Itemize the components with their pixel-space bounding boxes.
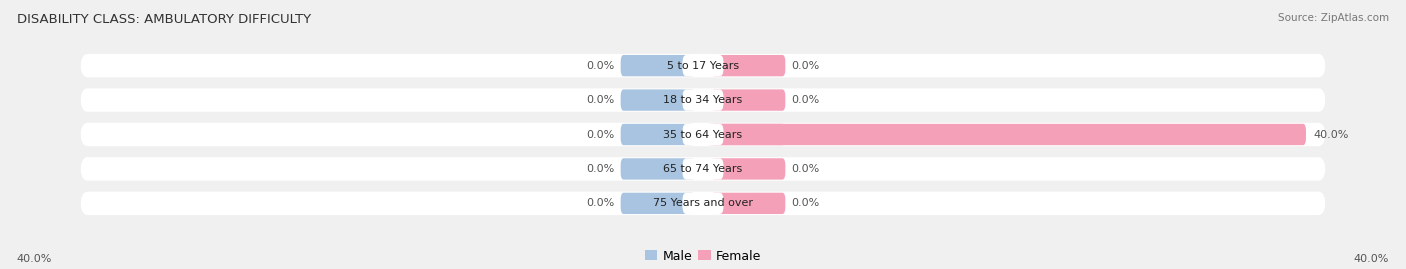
FancyBboxPatch shape <box>682 55 724 76</box>
FancyBboxPatch shape <box>620 55 695 76</box>
FancyBboxPatch shape <box>707 124 1306 145</box>
FancyBboxPatch shape <box>620 124 695 145</box>
FancyBboxPatch shape <box>80 54 1326 77</box>
Text: 0.0%: 0.0% <box>792 95 820 105</box>
Text: 35 to 64 Years: 35 to 64 Years <box>664 129 742 140</box>
Text: 0.0%: 0.0% <box>792 164 820 174</box>
FancyBboxPatch shape <box>711 124 786 145</box>
FancyBboxPatch shape <box>711 193 786 214</box>
Legend: Male, Female: Male, Female <box>645 250 761 263</box>
FancyBboxPatch shape <box>80 123 1326 146</box>
Text: 0.0%: 0.0% <box>586 198 614 208</box>
FancyBboxPatch shape <box>682 193 724 214</box>
Text: 75 Years and over: 75 Years and over <box>652 198 754 208</box>
Text: 0.0%: 0.0% <box>586 61 614 71</box>
FancyBboxPatch shape <box>682 124 724 145</box>
Text: 18 to 34 Years: 18 to 34 Years <box>664 95 742 105</box>
FancyBboxPatch shape <box>80 157 1326 181</box>
Text: 0.0%: 0.0% <box>792 61 820 71</box>
FancyBboxPatch shape <box>80 192 1326 215</box>
FancyBboxPatch shape <box>711 158 786 180</box>
FancyBboxPatch shape <box>682 158 724 180</box>
FancyBboxPatch shape <box>711 89 786 111</box>
Text: DISABILITY CLASS: AMBULATORY DIFFICULTY: DISABILITY CLASS: AMBULATORY DIFFICULTY <box>17 13 311 26</box>
Text: 0.0%: 0.0% <box>792 198 820 208</box>
Text: 0.0%: 0.0% <box>586 164 614 174</box>
Text: 40.0%: 40.0% <box>1313 129 1348 140</box>
Text: 0.0%: 0.0% <box>586 129 614 140</box>
FancyBboxPatch shape <box>682 89 724 111</box>
Text: 40.0%: 40.0% <box>1354 254 1389 264</box>
FancyBboxPatch shape <box>620 89 695 111</box>
Text: Source: ZipAtlas.com: Source: ZipAtlas.com <box>1278 13 1389 23</box>
FancyBboxPatch shape <box>80 88 1326 112</box>
Text: 40.0%: 40.0% <box>17 254 52 264</box>
FancyBboxPatch shape <box>711 55 786 76</box>
Text: 5 to 17 Years: 5 to 17 Years <box>666 61 740 71</box>
FancyBboxPatch shape <box>620 158 695 180</box>
Text: 65 to 74 Years: 65 to 74 Years <box>664 164 742 174</box>
FancyBboxPatch shape <box>620 193 695 214</box>
Text: 0.0%: 0.0% <box>586 95 614 105</box>
